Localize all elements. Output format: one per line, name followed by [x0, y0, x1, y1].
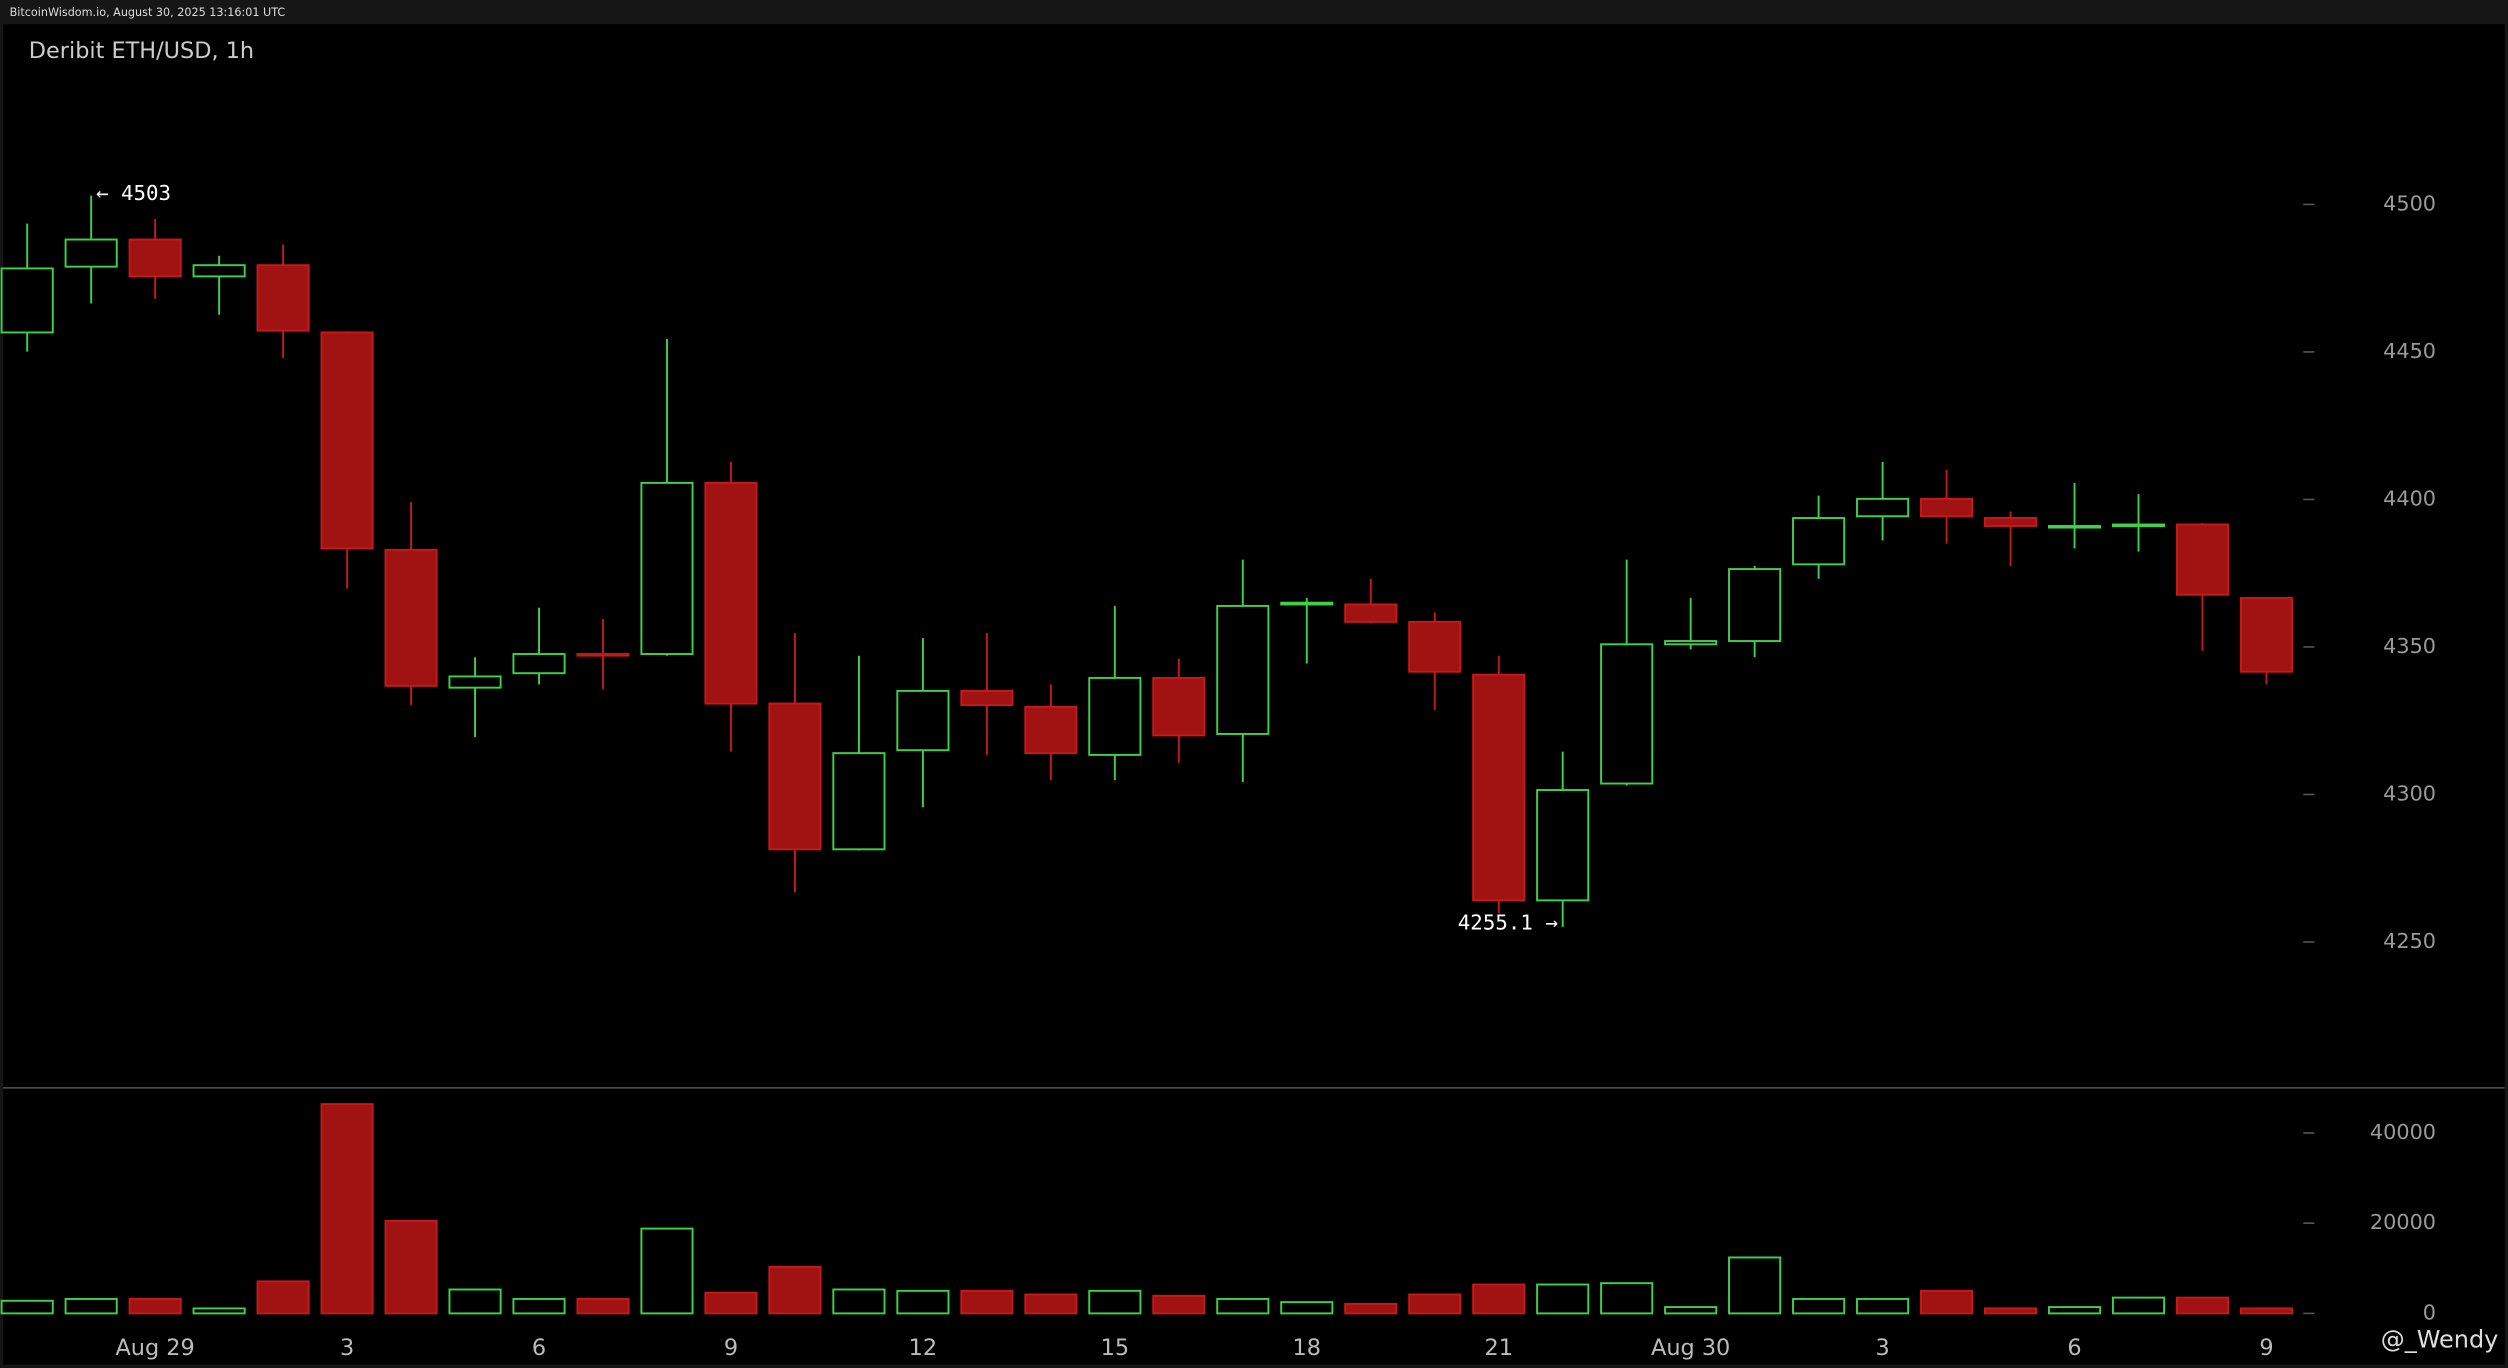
candle-body: [1728, 568, 1782, 643]
y-tick-label: 4300: [2383, 781, 2436, 805]
candle-body: [384, 548, 438, 687]
volume-bar: [1600, 1282, 1654, 1315]
chart-title: Deribit ETH/USD, 1h: [29, 38, 254, 64]
candle-body: [960, 689, 1014, 707]
volume-bar: [64, 1298, 118, 1315]
volume-bar: [1920, 1289, 1974, 1315]
volume-bar: [1344, 1302, 1398, 1315]
volume-bar: [1984, 1307, 2038, 1315]
x-tick-label: 9: [2259, 1335, 2273, 1361]
volume-bar: [1216, 1298, 1270, 1315]
x-tick-label: 21: [1484, 1335, 1512, 1361]
volume-bar: [1856, 1298, 1910, 1315]
x-tick-label: 6: [2067, 1335, 2081, 1361]
candle-body: [1344, 603, 1398, 623]
candle-body: [1600, 643, 1654, 785]
candle-body: [1024, 705, 1078, 755]
candle-body: [256, 264, 310, 332]
x-tick-label: 3: [340, 1335, 354, 1361]
y-tick-label: 4450: [2383, 339, 2436, 363]
volume-bar: [1664, 1306, 1718, 1315]
x-tick-label: Aug 30: [1651, 1335, 1730, 1361]
x-tick-label: 9: [724, 1335, 738, 1361]
annotation: ← 4503: [96, 181, 171, 205]
candle-body: [832, 752, 886, 851]
volume-bar: [1280, 1301, 1334, 1315]
x-tick-label: Aug 29: [116, 1335, 195, 1361]
candle-body: [1280, 601, 1334, 606]
volume-bar: [256, 1280, 310, 1315]
y-tick-label: 40000: [2370, 1120, 2436, 1144]
volume-bar: [1472, 1283, 1526, 1315]
annotation: 4255.1 →: [1458, 911, 1558, 935]
candle-body: [1152, 676, 1206, 737]
candle-body: [1664, 640, 1718, 646]
candle-body: [1792, 517, 1846, 566]
volume-bar: [384, 1219, 438, 1315]
volume-bar: [960, 1289, 1014, 1315]
y-tick-label: 4400: [2383, 486, 2436, 510]
x-tick-label: 15: [1101, 1335, 1129, 1361]
volume-bar: [448, 1288, 502, 1315]
volume-bar: [128, 1298, 182, 1315]
y-tick-label: 0: [2423, 1300, 2436, 1324]
volume-bar: [1024, 1293, 1078, 1315]
x-tick-label: 12: [909, 1335, 937, 1361]
volume-bar: [2111, 1296, 2166, 1315]
x-tick-label: 18: [1293, 1335, 1321, 1361]
candle-body: [64, 238, 118, 268]
volume-bar: [512, 1298, 566, 1315]
candle-body: [640, 481, 694, 655]
volume-bar: [1088, 1289, 1142, 1315]
candle-body: [1216, 604, 1270, 735]
candle-body: [512, 653, 566, 675]
candle-body: [576, 653, 630, 657]
volume-bar: [1408, 1293, 1462, 1315]
volume-bar: [192, 1307, 246, 1315]
candle-body: [0, 267, 54, 334]
y-tick-label: 4350: [2383, 634, 2436, 658]
x-tick-label: 6: [532, 1335, 546, 1361]
volume-bar: [896, 1289, 950, 1315]
candle-body: [704, 481, 758, 705]
volume-bar: [576, 1298, 630, 1315]
candle-body: [1088, 676, 1142, 756]
watermark: @_Wendy: [2381, 1326, 2499, 1354]
candle-body: [2239, 597, 2294, 673]
volume-bar: [832, 1288, 886, 1315]
volume-bar: [2175, 1296, 2230, 1315]
candle-body: [768, 702, 822, 851]
volume-bar: [704, 1291, 758, 1315]
candle-body: [1984, 517, 2038, 527]
candle-body: [2111, 523, 2166, 528]
candle-body: [2175, 523, 2230, 596]
candle-body: [1920, 497, 1974, 518]
candle-body: [2047, 525, 2102, 529]
candle-body: [192, 264, 246, 278]
candle-body: [448, 675, 502, 689]
candle-body: [320, 331, 374, 550]
y-tick-label: 4500: [2383, 191, 2436, 215]
candle-body: [1408, 620, 1462, 673]
volume-bar: [640, 1227, 694, 1315]
volume-bar: [2239, 1307, 2294, 1315]
volume-bar: [2047, 1306, 2102, 1315]
candle-body: [1472, 673, 1526, 902]
volume-bar: [768, 1265, 822, 1315]
x-tick-label: 3: [1875, 1335, 1889, 1361]
volume-bar: [1536, 1283, 1590, 1315]
volume-bar: [320, 1103, 374, 1315]
volume-bar: [1152, 1294, 1206, 1315]
candle-body: [1856, 497, 1910, 518]
y-tick-label: 20000: [2370, 1210, 2436, 1234]
candle-body: [896, 689, 950, 752]
volume-bar: [1792, 1298, 1846, 1315]
header: BitcoinWisdom.io, August 30, 2025 13:16:…: [10, 6, 286, 19]
volume-bar: [0, 1299, 54, 1315]
candle-body: [128, 238, 182, 278]
candle-body: [1536, 789, 1590, 902]
volume-bar: [1728, 1256, 1782, 1315]
y-tick-label: 4250: [2383, 929, 2436, 953]
